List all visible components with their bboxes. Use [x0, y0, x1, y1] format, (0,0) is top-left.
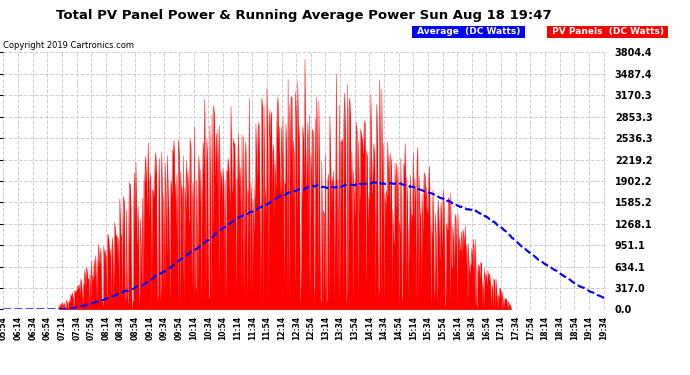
- Text: PV Panels  (DC Watts): PV Panels (DC Watts): [549, 27, 667, 36]
- Text: Average  (DC Watts): Average (DC Watts): [414, 27, 524, 36]
- Text: Total PV Panel Power & Running Average Power Sun Aug 18 19:47: Total PV Panel Power & Running Average P…: [56, 9, 551, 22]
- Text: Copyright 2019 Cartronics.com: Copyright 2019 Cartronics.com: [3, 41, 135, 50]
